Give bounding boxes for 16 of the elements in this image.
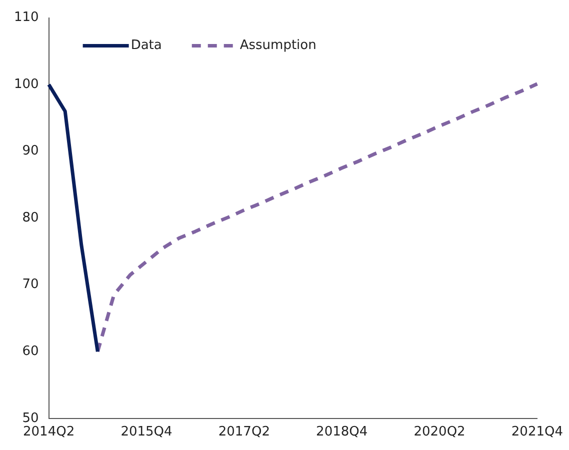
y-tick-label: 90 (22, 144, 39, 159)
line-series (96, 82, 539, 354)
x-tick-label: 2020Q2 (414, 424, 466, 440)
x-tick-label: 2018Q4 (316, 424, 368, 440)
y-tick-label: 100 (14, 76, 39, 92)
x-tick-label: 2014Q2 (23, 424, 75, 440)
legend-label: Assumption (240, 38, 316, 54)
x-tick-label: 2015Q4 (120, 424, 172, 440)
y-tick-label: 70 (22, 277, 39, 292)
y-tick-label: 110 (14, 10, 39, 26)
y-tick-label: 50 (22, 410, 39, 426)
x-tick-label: 2017Q2 (218, 424, 270, 440)
x-tick-label: 2021Q4 (511, 424, 564, 440)
y-tick-label: 60 (22, 344, 39, 360)
legend-label: Data (130, 38, 162, 54)
y-tick-label: 80 (22, 210, 39, 226)
